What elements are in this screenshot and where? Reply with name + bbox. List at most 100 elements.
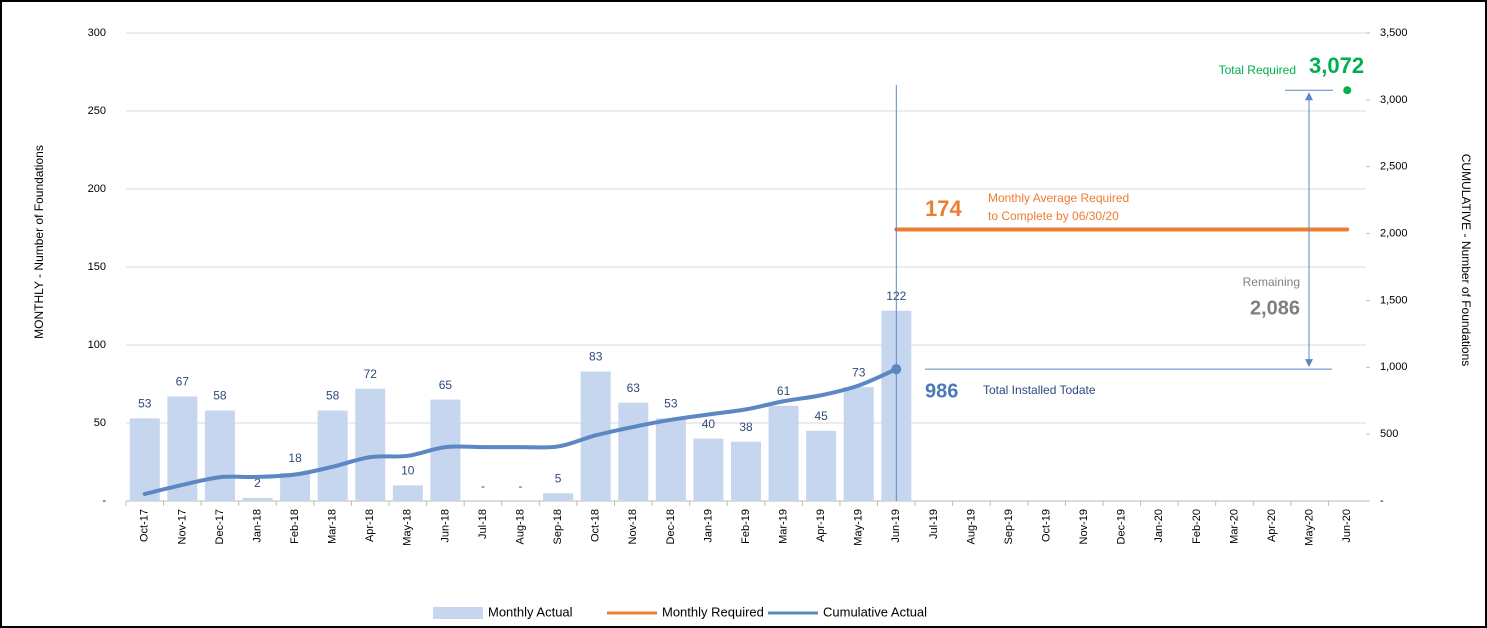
x-tick-label: Jul-18: [477, 509, 489, 539]
bar-label: 10: [401, 464, 415, 478]
legend-label: Monthly Actual: [488, 604, 573, 619]
bar-label: 45: [814, 409, 828, 423]
bar-label: 38: [739, 420, 753, 434]
y2-axis-label: CUMULATIVE - Number of Foundations: [1459, 154, 1473, 367]
annotation: to Complete by 06/30/20: [988, 209, 1119, 223]
arrow-head: [1305, 92, 1313, 101]
bar: [242, 497, 273, 501]
bar-label: 53: [664, 396, 678, 410]
annotation: 2,086: [1250, 297, 1300, 319]
x-tick-label: Feb-20: [1191, 509, 1203, 544]
x-tick-label: Oct-17: [139, 509, 151, 542]
bar-label: 73: [852, 365, 866, 379]
x-tick-label: Aug-19: [965, 509, 977, 544]
bar: [392, 485, 423, 501]
bar-label: 61: [777, 384, 791, 398]
x-tick-label: Dec-17: [214, 509, 226, 544]
y-axis-label: MONTHLY - Number of Foundations: [32, 145, 46, 339]
y2-tick-label: 1,500: [1380, 294, 1408, 306]
bar: [317, 410, 348, 501]
annotation: Total Required: [1219, 63, 1296, 77]
annotation: 3,072: [1309, 53, 1364, 78]
y2-tick-label: 1,000: [1380, 361, 1408, 373]
total-required-point: [1343, 86, 1352, 95]
x-tick-label: Apr-18: [364, 509, 376, 542]
x-tick-label: Nov-19: [1078, 509, 1090, 544]
x-tick-label: Jun-20: [1341, 509, 1353, 543]
bar-label: 40: [702, 417, 716, 431]
bar: [693, 438, 724, 501]
x-tick-label: May-19: [853, 509, 865, 546]
x-tick-label: Jan-18: [251, 509, 263, 543]
x-tick-label: Nov-17: [176, 509, 188, 544]
x-tick-label: Dec-19: [1116, 509, 1128, 544]
x-tick-label: Aug-18: [514, 509, 526, 544]
x-tick-label: Mar-19: [777, 509, 789, 544]
bar-label: 83: [589, 350, 603, 364]
bar: [543, 493, 574, 501]
arrow-head: [1305, 359, 1313, 368]
y-tick-label: 300: [88, 27, 106, 39]
y-tick-label: 200: [88, 183, 106, 195]
bar-label: -: [519, 479, 523, 493]
x-tick-label: May-18: [402, 509, 414, 546]
bar: [280, 472, 311, 501]
y2-tick-label: 2,500: [1380, 161, 1408, 173]
bar: [843, 387, 874, 501]
x-tick-label: Oct-19: [1041, 509, 1053, 542]
bar: [204, 410, 235, 501]
bar: [655, 418, 686, 501]
bar-label: 53: [138, 396, 152, 410]
bar-label: 58: [213, 389, 227, 403]
bar-label: -: [481, 479, 485, 493]
x-tick-label: Mar-18: [327, 509, 339, 544]
y2-tick-label: 3,000: [1380, 94, 1408, 106]
x-tick-label: Nov-18: [627, 509, 639, 544]
annotation: Remaining: [1243, 275, 1300, 289]
y2-tick-label: 3,500: [1380, 27, 1408, 39]
x-tick-label: Sep-19: [1003, 509, 1015, 544]
x-tick-label: May-20: [1304, 509, 1316, 546]
x-tick-label: Jan-20: [1153, 509, 1165, 543]
bar-label: 58: [326, 389, 340, 403]
bar: [129, 418, 160, 501]
x-tick-label: Feb-18: [289, 509, 301, 544]
annotation: Total Installed Todate: [983, 383, 1096, 397]
bar: [731, 441, 761, 501]
x-tick-label: Apr-19: [815, 509, 827, 542]
y2-tick-label: 2,000: [1380, 227, 1408, 239]
annotation: 174: [925, 196, 962, 221]
line: [142, 367, 899, 496]
x-tick-label: Feb-19: [740, 509, 752, 544]
y2-tick-label: 500: [1380, 428, 1398, 440]
y-tick-label: 150: [88, 261, 106, 273]
y-tick-label: 250: [88, 105, 106, 117]
bar-label: 5: [555, 471, 562, 485]
x-tick-label: Jul-19: [928, 509, 940, 539]
x-tick-label: Mar-20: [1228, 509, 1240, 544]
y-tick-label: 50: [94, 417, 106, 429]
x-tick-label: Sep-18: [552, 509, 564, 544]
legend-label: Cumulative Actual: [823, 604, 927, 619]
bar: [618, 402, 649, 501]
bar-label: 67: [176, 375, 190, 389]
bar-label: 18: [288, 451, 302, 465]
bar-label: 63: [627, 381, 641, 395]
legend-label: Monthly Required: [662, 604, 764, 619]
x-tick-label: Jan-19: [702, 509, 714, 543]
bar: [806, 430, 837, 501]
x-tick-label: Jun-18: [439, 509, 451, 543]
bar-label: 72: [364, 367, 378, 381]
y-tick-label: -: [102, 495, 106, 507]
bar: [768, 405, 799, 501]
bar-label: 65: [439, 378, 453, 392]
y2-tick-label: -: [1380, 495, 1384, 507]
bar-label: 2: [254, 476, 261, 490]
x-tick-label: Dec-18: [665, 509, 677, 544]
x-tick-label: Apr-20: [1266, 509, 1278, 542]
bar: [355, 388, 386, 501]
y-tick-label: 100: [88, 339, 106, 351]
